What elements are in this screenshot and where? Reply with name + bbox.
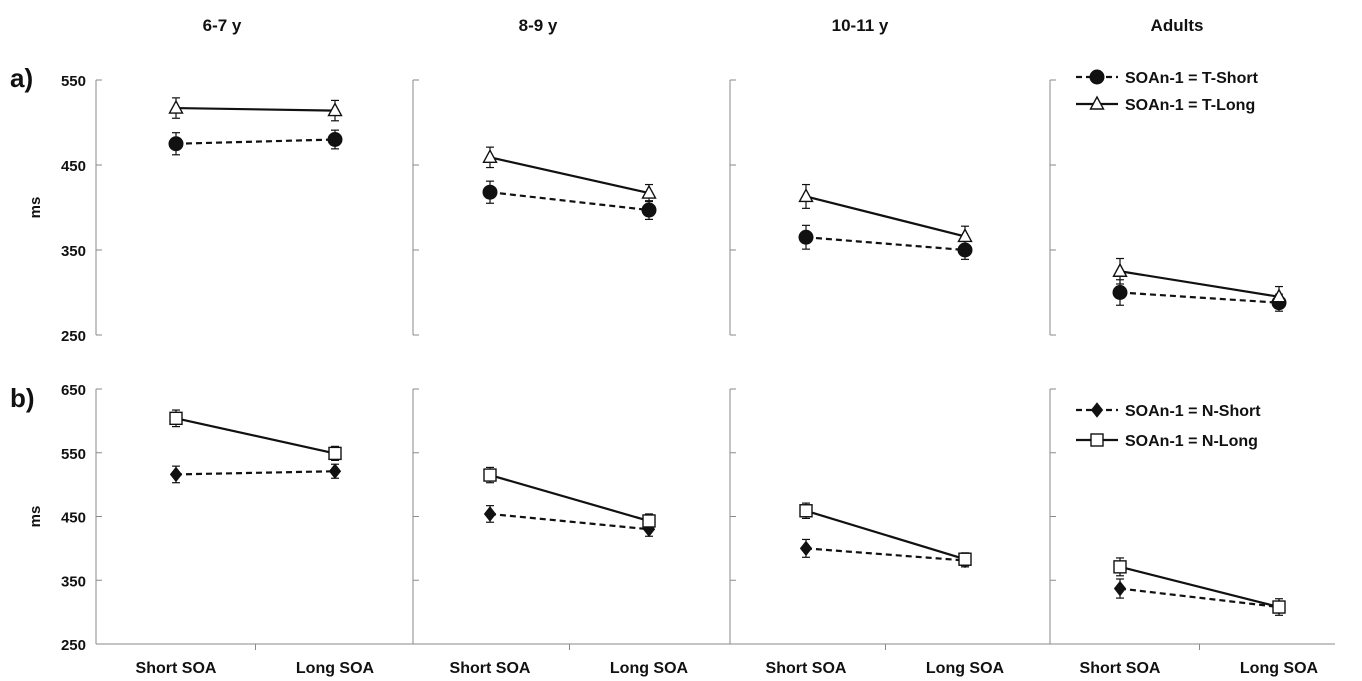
y-axis-label: ms [27, 506, 44, 528]
y-tick-label: 650 [61, 382, 86, 399]
y-tick-label: 550 [61, 446, 86, 463]
data-point-circle [168, 136, 184, 152]
series-line [805, 236, 966, 252]
y-tick-label: 350 [61, 243, 86, 260]
data-point-square [958, 552, 972, 566]
data-point-triangle [482, 148, 498, 164]
x-tick-label: Short SOA [766, 660, 847, 677]
series-line [489, 191, 650, 212]
data-point-square [328, 446, 342, 461]
series-line [489, 156, 650, 195]
legend-marker [1089, 95, 1105, 110]
x-tick-label: Short SOA [450, 660, 531, 677]
data-point-triangle [1271, 288, 1287, 303]
y-tick-label: 350 [61, 573, 86, 590]
data-point-square [799, 504, 813, 518]
series-line [175, 417, 336, 455]
data-point-square [642, 514, 656, 528]
x-tick-label: Long SOA [1240, 660, 1319, 677]
x-tick-label: Long SOA [610, 660, 689, 677]
legend-label: SOAn-1 = N-Short [1125, 403, 1261, 420]
legend-marker [1090, 433, 1104, 447]
data-point-square [169, 411, 183, 426]
data-point-triangle [168, 99, 184, 114]
y-tick-label: 250 [61, 328, 86, 345]
data-point-diamond [483, 506, 497, 522]
series-line [1119, 587, 1280, 609]
y-tick-label: 250 [61, 637, 86, 654]
data-point-diamond [328, 463, 342, 480]
group-title: 6-7 y [203, 16, 242, 35]
group-title: 8-9 y [519, 16, 558, 35]
data-point-triangle [957, 227, 973, 243]
label-layer: 6-7 y 8-9 y 10-11 y Adults Short SOA Long SOA… [10, 16, 1319, 677]
legend-label: SOAn-1 = T-Long [1125, 97, 1255, 114]
series-line [175, 470, 336, 476]
y-tick-label: 450 [61, 510, 86, 527]
x-tick-label: Long SOA [926, 660, 1005, 677]
legend-label: SOAn-1 = N-Long [1125, 433, 1258, 450]
x-tick-label: Short SOA [1080, 660, 1161, 677]
series-line [1119, 565, 1280, 609]
data-point-circle [1112, 285, 1128, 300]
data-point-triangle [798, 187, 814, 203]
series-line [489, 474, 650, 523]
data-point-triangle [327, 102, 343, 117]
y-tick-label: 450 [61, 158, 86, 175]
data-point-square [483, 468, 497, 482]
series-line [1119, 291, 1280, 304]
legend-marker [1090, 402, 1104, 418]
legend-label: SOAn-1 = T-Short [1125, 70, 1259, 87]
data-point-diamond [169, 466, 183, 483]
series-line [805, 509, 966, 561]
x-tick-label: Long SOA [296, 660, 375, 677]
data-point-circle [482, 184, 498, 200]
series-line [805, 195, 966, 238]
data-point-square [1113, 560, 1127, 574]
group-title: 10-11 y [832, 16, 889, 35]
legend-marker [1089, 69, 1105, 85]
series-line [175, 138, 336, 145]
data-point-circle [641, 202, 657, 218]
series-line [489, 512, 650, 531]
data-point-triangle [641, 184, 657, 199]
series-line [175, 106, 336, 112]
data-point-diamond [799, 540, 813, 557]
y-axis-label: ms [27, 197, 44, 219]
data-point-circle [327, 132, 343, 147]
data-point-square [1272, 600, 1286, 614]
data-point-diamond [1113, 580, 1127, 597]
data-point-triangle [1112, 262, 1128, 277]
data-point-circle [798, 229, 814, 245]
x-tick-label: Short SOA [136, 660, 217, 677]
panel-label: a) [10, 63, 33, 93]
panel-label: b) [10, 383, 35, 413]
series-line [1119, 270, 1280, 298]
y-tick-label: 550 [61, 73, 86, 90]
data-layer [168, 97, 1287, 616]
series-line [805, 547, 966, 562]
axes-layer [95, 79, 1335, 650]
group-title: Adults [1151, 16, 1204, 35]
